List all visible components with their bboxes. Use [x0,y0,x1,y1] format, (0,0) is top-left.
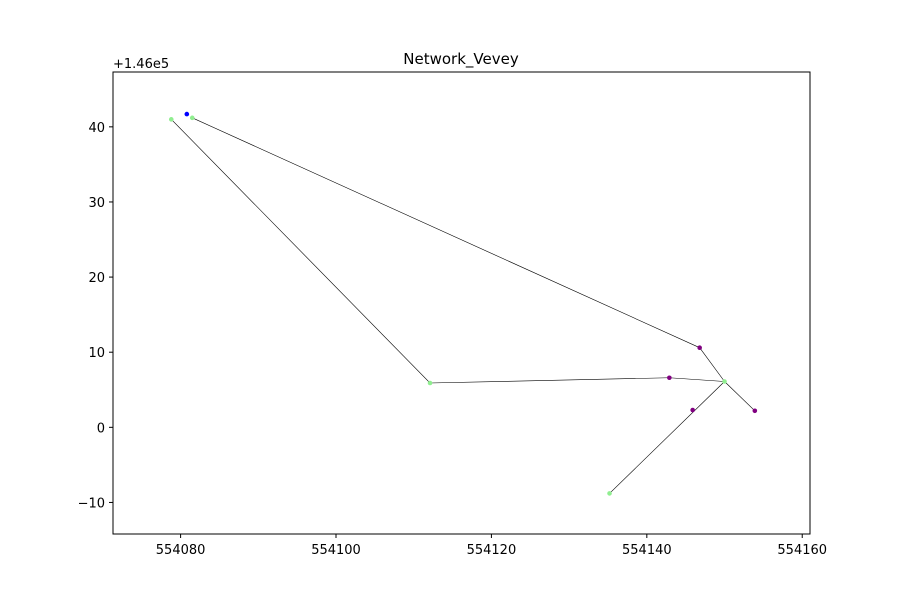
chart-title: Network_Vevey [403,50,519,69]
x-tick-label: 554120 [467,543,517,558]
nodes-layer [168,111,758,496]
y-tick-label: −10 [78,496,105,511]
network-node-green [607,491,612,496]
network-node-purple [690,407,695,413]
network-node-purple [752,408,758,414]
x-tick-label: 554080 [156,543,206,558]
network-node-green [168,117,174,122]
network-node-green [427,380,433,386]
y-tick-label: 40 [88,121,105,136]
network-node-blue [184,111,190,117]
y-axis-offset-label: +1.46e5 [113,57,169,72]
y-axis: −10 0 10 20 30 40 [78,121,113,511]
network-edge [430,377,670,384]
network-edge [699,347,725,382]
x-axis: 554080 554100 554120 554140 554160 [156,534,827,558]
y-tick-label: 0 [97,421,105,436]
network-edge [171,119,431,384]
y-tick-label: 20 [88,271,105,286]
network-edge [724,381,756,412]
edges-layer [171,117,756,494]
network-edge [192,117,700,348]
plot-frame [112,71,811,535]
y-tick-label: 30 [88,196,105,211]
network-node-purple [697,345,702,350]
y-tick-label: 10 [88,346,105,361]
network-node-green [189,115,195,121]
network-edge [609,381,725,494]
x-tick-label: 554100 [311,543,361,558]
network-node-purple [667,375,672,381]
x-tick-label: 554140 [622,543,672,558]
x-tick-label: 554160 [777,543,827,558]
network-node-green [722,379,727,384]
network-edge [669,377,725,382]
